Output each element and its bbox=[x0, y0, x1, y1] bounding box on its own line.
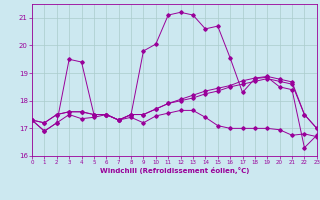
X-axis label: Windchill (Refroidissement éolien,°C): Windchill (Refroidissement éolien,°C) bbox=[100, 167, 249, 174]
